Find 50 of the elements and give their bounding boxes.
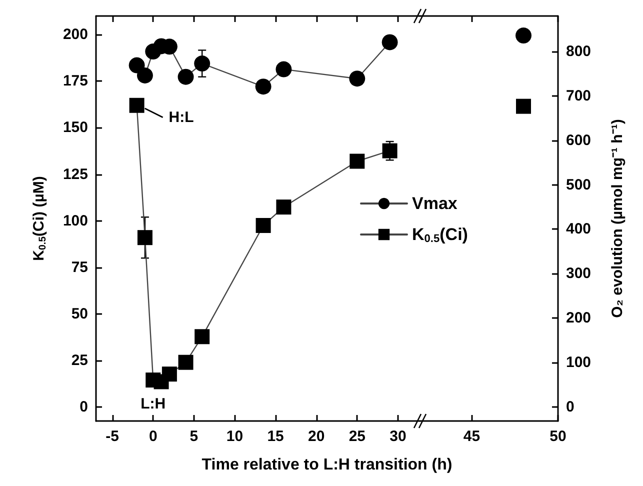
- point: [162, 366, 177, 382]
- x-tick-label: 20: [308, 428, 325, 445]
- annotation: H:L: [168, 108, 194, 126]
- y-tick-label: 0: [80, 398, 88, 416]
- legend-label: Vmax: [412, 194, 458, 213]
- y-tick-label: 50: [71, 305, 88, 322]
- x-tick-label: 5: [190, 428, 198, 445]
- point: [276, 200, 292, 215]
- y-tick-label: 200: [62, 26, 88, 44]
- y2-tick-label: 700: [566, 87, 592, 104]
- point: [136, 68, 153, 84]
- x-axis-title: Time relative to L:H transition (h): [202, 456, 452, 474]
- y-tick-label: 150: [62, 119, 88, 136]
- x-tick-label: -5: [106, 428, 119, 445]
- point: [194, 56, 210, 72]
- y2-tick-label: 400: [566, 220, 592, 238]
- y2-tick-label: 800: [566, 43, 592, 60]
- annotation: L:H: [140, 396, 166, 413]
- x-tick-label: 25: [348, 428, 366, 445]
- y-axis-title: K0.5(Ci) (µM): [30, 176, 48, 261]
- point: [178, 68, 194, 85]
- y2-axis-title: O₂ evolution (µmol mg⁻¹ h⁻¹): [609, 119, 626, 318]
- point: [276, 61, 292, 78]
- x-tick-label: 50: [550, 428, 566, 445]
- point: [129, 98, 144, 113]
- x-tick-label: 10: [226, 428, 244, 445]
- y-tick-label: 75: [71, 258, 88, 276]
- y2-tick-label: 500: [566, 176, 592, 194]
- point: [350, 154, 365, 169]
- point: [194, 329, 210, 344]
- y2-tick-label: 300: [566, 265, 592, 282]
- point: [382, 143, 398, 158]
- point: [382, 34, 398, 50]
- point: [349, 70, 366, 87]
- y-tick-label: 25: [71, 352, 88, 369]
- x-tick-label: 45: [463, 428, 480, 445]
- x-tick-label: 15: [267, 428, 284, 445]
- point: [255, 78, 272, 95]
- y2-tick-label: 600: [566, 132, 592, 149]
- y-tick-label: 125: [62, 166, 88, 183]
- point: [256, 218, 271, 233]
- y2-tick-label: 100: [566, 354, 592, 371]
- x-tick-label: 0: [148, 428, 158, 445]
- point: [137, 230, 152, 246]
- x-tick-label: 30: [390, 428, 406, 445]
- y2-tick-label: 0: [566, 398, 574, 416]
- point: [178, 354, 194, 370]
- y2-tick-label: 200: [566, 309, 592, 326]
- y-tick-label: 100: [62, 212, 88, 230]
- y-tick-label: 175: [62, 72, 88, 90]
